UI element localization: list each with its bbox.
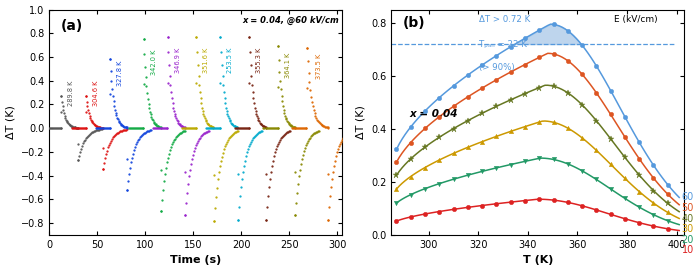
Text: 10: 10 xyxy=(682,246,694,256)
Text: 364.1 K: 364.1 K xyxy=(285,53,291,78)
Text: (a): (a) xyxy=(61,19,83,33)
Text: 253.5 K: 253.5 K xyxy=(228,48,233,73)
X-axis label: T (K): T (K) xyxy=(523,256,553,265)
Text: 304.6 K: 304.6 K xyxy=(93,80,99,106)
Text: 346.9 K: 346.9 K xyxy=(174,48,181,73)
Text: (b): (b) xyxy=(403,16,426,30)
Text: 60: 60 xyxy=(682,192,694,202)
Text: 20: 20 xyxy=(682,235,694,245)
Text: Tₚₐₙ = 22 K: Tₚₐₙ = 22 K xyxy=(480,40,527,49)
Text: 30: 30 xyxy=(682,224,694,234)
Text: 289.8 K: 289.8 K xyxy=(68,80,74,106)
Text: E (kV/cm): E (kV/cm) xyxy=(614,15,657,24)
Text: x = 0.04, @60 kV/cm: x = 0.04, @60 kV/cm xyxy=(242,16,340,25)
Text: 327.8 K: 327.8 K xyxy=(117,60,123,86)
Y-axis label: ΔT (K): ΔT (K) xyxy=(356,105,365,139)
Text: 351.6 K: 351.6 K xyxy=(204,48,209,73)
X-axis label: Time (s): Time (s) xyxy=(170,256,221,265)
Text: 40: 40 xyxy=(682,214,694,224)
Text: x = 0.04: x = 0.04 xyxy=(409,109,458,119)
Text: 50: 50 xyxy=(682,203,694,213)
Text: 342.0 K: 342.0 K xyxy=(150,49,157,75)
Y-axis label: ΔT (K): ΔT (K) xyxy=(6,105,15,139)
Text: 373.5 K: 373.5 K xyxy=(316,54,322,79)
Text: 355.3 K: 355.3 K xyxy=(256,48,262,73)
Text: (> 90%): (> 90%) xyxy=(480,63,515,72)
Text: ΔT > 0.72 K: ΔT > 0.72 K xyxy=(480,15,531,24)
